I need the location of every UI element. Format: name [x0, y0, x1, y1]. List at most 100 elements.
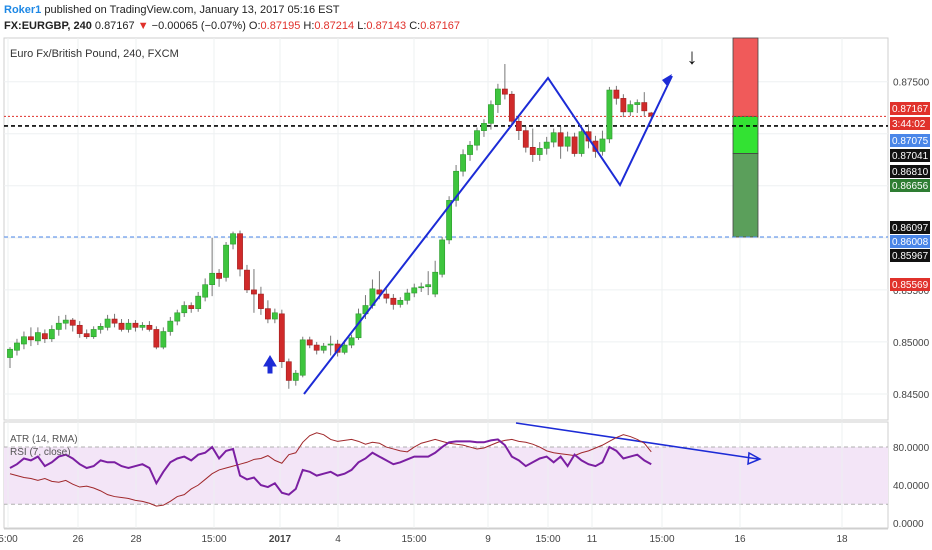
high-label: H:: [303, 20, 315, 32]
candle: [585, 131, 592, 142]
candle: [397, 299, 404, 305]
rsi-band: [4, 447, 888, 505]
candle: [634, 102, 641, 105]
price-chart[interactable]: ↓ ATR (14, RMA) RSI (7, close) 0.87500 0.8…: [0, 36, 932, 550]
candle: [69, 319, 76, 326]
price-label-box: [890, 235, 930, 248]
y-tick-label: 0.87500: [893, 78, 930, 89]
candle: [550, 132, 557, 143]
candle: [216, 272, 222, 279]
candle: [223, 244, 229, 278]
candle: [571, 136, 578, 154]
candle: [181, 305, 188, 314]
down-arrow-icon: ↓: [687, 44, 698, 69]
price-label-box: [890, 134, 930, 147]
candle: [557, 132, 564, 147]
x-tick-label: 15:00: [201, 534, 226, 545]
candle: [195, 295, 202, 309]
candle: [327, 343, 334, 346]
x-tick-label: 26: [72, 534, 84, 545]
high-value: 0.87214: [314, 20, 355, 32]
atr-label: ATR (14, RMA): [10, 434, 78, 445]
x-tick-label: 15:00: [649, 534, 674, 545]
price-label: 0.86810: [892, 167, 929, 178]
candle: [306, 339, 313, 346]
candle: [202, 284, 209, 298]
candle: [90, 329, 97, 338]
candle: [418, 286, 425, 289]
candle: [439, 239, 446, 275]
candle: [432, 271, 439, 295]
candle: [125, 322, 132, 330]
candle: [153, 329, 160, 348]
reward-zone-1: [732, 115, 759, 154]
close-label: C:: [409, 20, 421, 32]
y-tick-label: 0.84500: [893, 390, 930, 401]
divergence-line: [515, 422, 759, 460]
candle: [320, 345, 327, 351]
candle: [641, 102, 648, 112]
x-tick-label: 9: [485, 534, 491, 545]
candle: [522, 130, 529, 148]
up-arrow-icon: [263, 355, 277, 374]
low-value: 0.87143: [366, 20, 407, 32]
candle: [467, 144, 473, 155]
x-tick-label: 2017: [269, 534, 292, 545]
candle: [209, 272, 216, 285]
candle: [411, 287, 418, 294]
candle: [264, 308, 271, 320]
x-tick-label: 5:00: [0, 534, 18, 545]
price-label: 0.87041: [892, 151, 929, 162]
candle: [118, 322, 125, 330]
x-tick-label: 11: [587, 534, 598, 545]
candle: [501, 88, 508, 95]
x-tick-label: 4: [335, 534, 341, 545]
candle: [251, 289, 257, 295]
candle: [481, 123, 487, 131]
candle: [620, 98, 627, 113]
x-tick-label: 15:00: [535, 534, 560, 545]
price-label: 0.86008: [892, 237, 929, 248]
candle: [258, 293, 264, 309]
price-label-box: [890, 117, 930, 130]
trend-zigzag: [303, 75, 673, 395]
rsi-label: RSI (7, close): [10, 447, 71, 458]
candle: [529, 146, 536, 155]
candle: [97, 326, 104, 330]
candle: [460, 154, 466, 172]
y-tick-label: 0.85000: [893, 338, 930, 349]
candle: [111, 318, 118, 324]
price-label-box: [890, 179, 930, 192]
candle: [285, 361, 292, 381]
risk-zone: [732, 37, 759, 117]
price-label: 0.87167: [892, 104, 929, 115]
rsi-line: [9, 438, 652, 496]
candle: [83, 333, 90, 338]
price-label-box: [890, 278, 930, 291]
candle: [313, 344, 320, 351]
rsi-tick-label: 40.0000: [893, 481, 930, 492]
candle: [292, 372, 299, 381]
author-link[interactable]: Roker1: [4, 4, 42, 16]
candle: [453, 170, 459, 201]
candle: [564, 136, 571, 147]
candle: [404, 292, 411, 301]
candle: [578, 131, 585, 154]
candle: [613, 89, 620, 99]
symbol-label[interactable]: FX:EURGBP, 240: [4, 20, 92, 32]
candle: [425, 284, 432, 288]
x-tick-label: 18: [836, 534, 848, 545]
candle: [543, 141, 550, 149]
candle: [28, 336, 34, 341]
candle: [627, 104, 634, 113]
candle: [383, 293, 390, 299]
rsi-tick-label: 0.0000: [893, 519, 924, 530]
open-label: O:: [248, 20, 261, 32]
candle: [606, 89, 613, 140]
last-price: 0.87167: [94, 20, 135, 32]
candle: [278, 313, 285, 363]
change-arrow: ▼: [137, 20, 149, 32]
price-label-box: [890, 221, 930, 234]
main-pane-title: Euro Fx/British Pound, 240, FXCM: [10, 48, 179, 60]
candle: [508, 93, 515, 122]
